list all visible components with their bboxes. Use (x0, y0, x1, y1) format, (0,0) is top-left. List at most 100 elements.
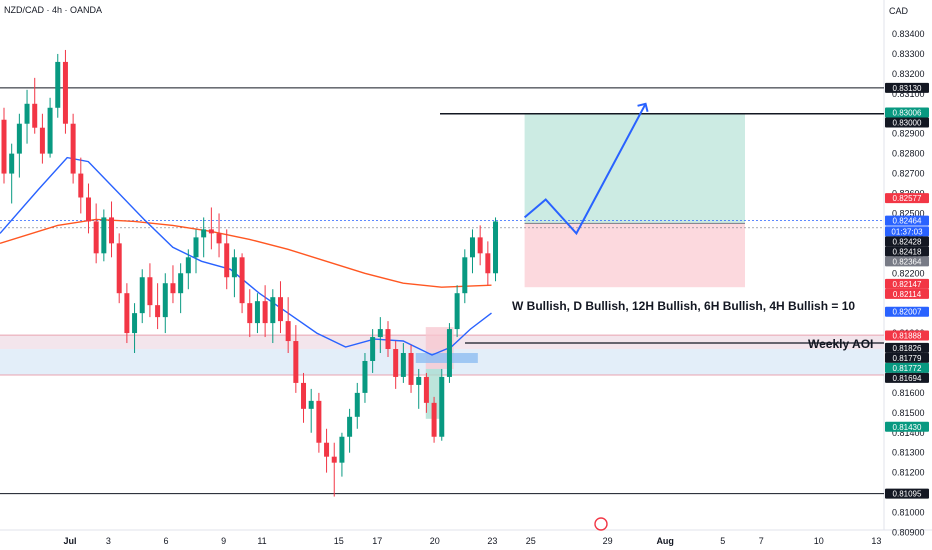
y-tick-label: 0.81500 (892, 408, 925, 418)
y-tick-label: 0.82200 (892, 268, 925, 278)
candle-body (70, 123, 76, 174)
candle-body (1, 119, 7, 174)
stop-zone[interactable] (524, 223, 745, 288)
price-tag: 0.83006 (893, 109, 922, 118)
candle-body (324, 442, 330, 457)
price-tag-bg (885, 256, 929, 267)
x-tick-label: 3 (106, 536, 111, 546)
candle-body (124, 293, 130, 334)
candle-body (185, 257, 191, 274)
candle-body (431, 402, 437, 437)
y-tick-label: 0.83200 (892, 69, 925, 79)
candle-body (147, 277, 153, 306)
x-tick-label: 25 (526, 536, 536, 546)
candle-body (393, 349, 399, 377)
candle-body (39, 127, 45, 154)
price-tag: 0.82428 (893, 237, 922, 246)
ma-fast-line (0, 156, 492, 356)
candle-body (293, 341, 299, 383)
price-tag: 0.81430 (893, 423, 922, 432)
candle-body (170, 283, 176, 294)
price-tag: 0.83130 (893, 84, 922, 93)
price-tag-bg (885, 330, 929, 341)
price-tag-bg (885, 421, 929, 432)
price-tag: 0.82364 (893, 257, 922, 266)
price-tag-bg (885, 117, 929, 128)
candle-body (55, 61, 61, 108)
candle-body (224, 243, 230, 278)
x-tick-label: 5 (720, 536, 725, 546)
y-tick-label: 0.81200 (892, 468, 925, 478)
candle-body (116, 243, 122, 294)
price-tag: 0.81888 (893, 331, 922, 340)
symbol-header: NZD/CAD · 4h · OANDA (4, 5, 103, 15)
x-tick-label: 6 (163, 536, 168, 546)
projection-path (523, 103, 647, 236)
price-tag: 0.82147 (893, 280, 922, 289)
price-tag-bg (885, 215, 929, 226)
y-tick-label: 0.83100 (892, 89, 925, 99)
x-tick-label: 7 (759, 536, 764, 546)
candle-body (254, 301, 260, 324)
candle-body (285, 321, 291, 342)
x-tick-label: 9 (221, 536, 226, 546)
price-tag: 0.81826 (893, 344, 922, 353)
y-tick-label: 0.81000 (892, 508, 925, 518)
candle-body (477, 237, 483, 254)
candle-body (370, 337, 376, 361)
candle-body (301, 382, 307, 409)
target-zone[interactable] (524, 113, 745, 224)
price-tag: 0.82114 (893, 290, 922, 299)
y-tick-label: 0.83400 (892, 29, 925, 39)
candle-body (316, 400, 322, 443)
candle-body (423, 376, 429, 403)
candle-body (270, 297, 276, 324)
candle-body (93, 221, 99, 254)
price-tag-bg (885, 342, 929, 353)
price-tag-bg (885, 236, 929, 247)
replay-icon[interactable] (594, 517, 608, 531)
candle-body (101, 217, 107, 254)
price-tag: 0.81694 (893, 374, 922, 383)
price-tag-bg (885, 362, 929, 373)
price-tag-bg (885, 246, 929, 257)
y-tick-label: 0.83300 (892, 49, 925, 59)
candle-body (277, 297, 283, 322)
candle-body (493, 221, 499, 274)
candle-body (485, 253, 491, 274)
candle-body (24, 103, 30, 124)
candle-body (469, 237, 475, 258)
x-tick-label: 17 (372, 536, 382, 546)
candle-body (239, 257, 245, 304)
candle-body (208, 229, 214, 234)
y-tick-label: 0.80900 (892, 527, 925, 537)
price-tag-bg (885, 372, 929, 383)
candle-body (16, 123, 22, 154)
y-tick-label: 0.81300 (892, 448, 925, 458)
y-tick-label: 0.82700 (892, 169, 925, 179)
green-zone-box (425, 368, 442, 419)
price-tag-bg (885, 488, 929, 499)
y-tick-label: 0.82900 (892, 129, 925, 139)
price-tag-bg (885, 193, 929, 204)
candle-body (331, 456, 337, 463)
candle-body (416, 376, 422, 385)
candle-body (339, 436, 345, 463)
candle-body (162, 283, 168, 318)
ma-slow-line (0, 218, 492, 288)
candle-body (454, 293, 460, 330)
price-tag: 0.81772 (893, 364, 922, 373)
candle-body (139, 277, 145, 314)
x-tick-label: 10 (814, 536, 824, 546)
price-tag-bg (885, 226, 929, 237)
candle-body (85, 197, 91, 222)
price-tag: 0.82418 (893, 247, 922, 256)
candle-body (362, 360, 368, 393)
candle-body (308, 400, 314, 409)
y-tick-label: 0.81400 (892, 428, 925, 438)
candle-body (216, 233, 222, 244)
price-tag: 0.81095 (893, 490, 922, 499)
candle-body (47, 107, 53, 154)
price-tag: 0.82577 (893, 194, 922, 203)
